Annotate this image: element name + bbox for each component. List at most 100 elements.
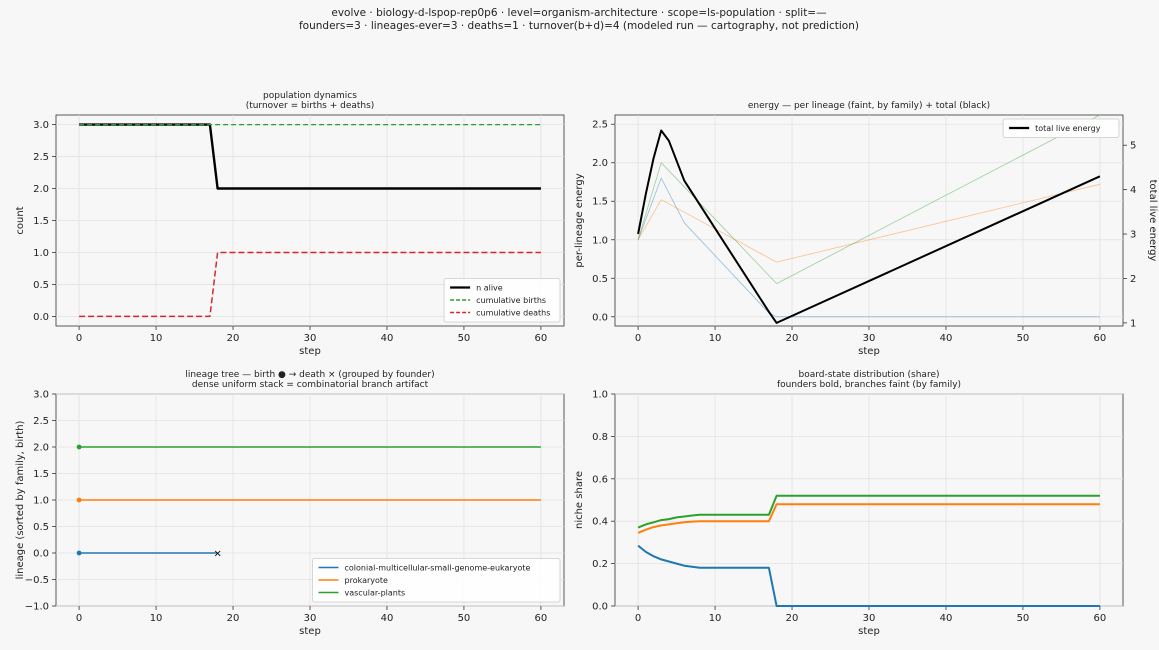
y-tick-label: 0.5: [592, 274, 608, 285]
figure-title-line-1: evolve · biology-d-lspop-rep0p6 · level=…: [331, 7, 826, 19]
death-marker-colonial-multicellular-small-genome-eukaryote: ×: [213, 549, 221, 560]
series-line-vascular-plants: [637, 494, 1100, 529]
panel-title-line-2: founders bold, branches faint (by family…: [777, 380, 961, 390]
x-tick-label: 20: [786, 333, 799, 344]
y-tick-label: 0.0: [592, 312, 608, 323]
x-tick-label: 30: [304, 613, 317, 624]
series-line-prokaryote: [637, 503, 1100, 534]
x-tick-label: 0: [76, 333, 82, 344]
panel-title-line-2: dense uniform stack = combinatorial bran…: [192, 380, 429, 390]
y-tick-label: 2.0: [592, 158, 608, 169]
y-tick-label: 0.8: [592, 432, 608, 443]
y-tick-label: 3.0: [33, 390, 49, 401]
y-tick-label: 0.0: [33, 312, 49, 323]
y-tick-label: 2.5: [592, 120, 608, 131]
birth-marker-vascular-plants: [76, 444, 82, 450]
x-axis-label: step: [858, 626, 880, 637]
x-tick-label: 50: [458, 613, 471, 624]
y-tick-label: 1.5: [33, 216, 49, 227]
energy-panel: 0 10 20 30 40 50 60 0.0 0.5 1.0 1.5 2.0 2.5 1 2 3 4 5 ener…: [574, 101, 1158, 357]
y-axis-label: niche share: [574, 471, 585, 529]
y-right-tick-label: 4: [1130, 185, 1136, 196]
y-right-axis-label: total live energy: [1147, 180, 1158, 262]
series-line-cumulative-deaths: [79, 251, 541, 318]
x-tick-label: 20: [786, 613, 799, 624]
series-line-vascular-plants: [637, 114, 1101, 285]
x-axis-label: step: [858, 346, 880, 357]
legend-box: [443, 278, 561, 323]
series-line-total-live-energy: [637, 129, 1101, 324]
population-dynamics-panel: 0 10 20 30 40 50 60 0.0 0.5 1.0 1.5 2.0 2.5 3.0 popula…: [15, 91, 565, 357]
y-tick-label: 2.5: [33, 152, 49, 163]
x-tick-label: 60: [535, 613, 548, 624]
y-tick-label: 0.2: [592, 559, 608, 570]
y-right-tick-label: 2: [1130, 274, 1136, 285]
panel-title-line-2: (turnover = births + deaths): [246, 101, 375, 111]
legend: colonial-multicellular-small-genome-euka…: [312, 558, 561, 603]
y-axis-label: lineage (sorted by family, birth): [15, 420, 26, 579]
x-tick-label: 40: [381, 333, 394, 344]
x-tick-label: 50: [458, 333, 471, 344]
x-tick-label: 10: [709, 613, 722, 624]
x-tick-label: 40: [940, 333, 953, 344]
y-tick-label: 2.0: [33, 184, 49, 195]
legend-entry-colonial-multicellular-small-genome-eukaryote: colonial-multicellular-small-genome-euka…: [345, 564, 531, 573]
y-tick-label: 0.4: [592, 517, 608, 528]
birth-marker-prokaryote: [76, 497, 82, 503]
legend-entry-vascular-plants: vascular-plants: [345, 589, 406, 598]
y-right-tick-label: 5: [1130, 141, 1136, 152]
legend-entry-total-live-energy: total live energy: [1035, 124, 1101, 133]
y-tick-label: 2.5: [33, 416, 49, 427]
birth-marker-colonial-multicellular-small-genome-eukaryote: [76, 550, 82, 556]
y-right-tick-label: 1: [1130, 318, 1136, 329]
legend: total live energy: [1002, 118, 1120, 138]
y-tick-label: 0.0: [592, 602, 608, 613]
x-tick-label: 60: [1094, 333, 1107, 344]
panel-title-line-1: lineage tree — birth ● → death × (groupe…: [185, 370, 434, 380]
x-axis-label: step: [299, 626, 321, 637]
y-axis-label: per-lineage energy: [574, 173, 585, 267]
legend-box: [1002, 118, 1120, 138]
y-tick-label: 1.5: [592, 197, 608, 208]
legend-entry-prokaryote: prokaryote: [345, 576, 389, 585]
x-tick-label: 40: [381, 613, 394, 624]
y-tick-label: 0.6: [592, 474, 608, 485]
x-tick-label: 20: [227, 613, 240, 624]
panel-title-line-1: population dynamics: [263, 91, 357, 101]
x-tick-label: 50: [1017, 613, 1030, 624]
y-tick-label: 1.0: [592, 390, 608, 401]
series-line-prokaryote: [637, 183, 1100, 263]
y-tick-label: −0.5: [25, 575, 49, 586]
x-tick-label: 0: [76, 613, 82, 624]
x-tick-label: 30: [863, 613, 876, 624]
y-tick-label: 3.0: [33, 120, 49, 131]
y-tick-label: −1.0: [25, 602, 49, 613]
x-tick-label: 60: [1094, 613, 1107, 624]
x-tick-label: 50: [1017, 333, 1030, 344]
y-tick-label: 0.5: [33, 280, 49, 291]
x-tick-label: 30: [863, 333, 876, 344]
legend-entry-cumulative-births: cumulative births: [476, 296, 546, 305]
y-tick-label: 1.0: [33, 496, 49, 507]
x-tick-label: 40: [940, 613, 953, 624]
y-tick-label: 2.0: [33, 443, 49, 454]
x-axis-label: step: [299, 346, 321, 357]
panel-title: energy — per lineage (faint, by family) …: [748, 101, 990, 111]
y-tick-label: 1.5: [33, 469, 49, 480]
x-tick-label: 30: [304, 333, 317, 344]
x-tick-label: 0: [635, 613, 641, 624]
y-tick-label: 1.0: [33, 248, 49, 259]
x-tick-label: 20: [227, 333, 240, 344]
y-tick-label: 1.0: [592, 235, 608, 246]
x-tick-label: 10: [150, 613, 163, 624]
y-tick-label: 0.0: [33, 549, 49, 560]
y-right-tick-label: 3: [1130, 230, 1136, 241]
legend: n alive cumulative births cumulative death…: [443, 278, 561, 323]
y-axis-label: count: [15, 206, 26, 234]
panel-title-line-1: board-state distribution (share): [798, 370, 939, 380]
y-tick-label: 0.5: [33, 522, 49, 533]
legend-entry-n-alive: n alive: [476, 284, 503, 293]
lineage-tree-panel: 0 10 20 30 40 50 60 −1.0 −0.5 0.0 0.5 1.0 1.5 2.0 2.5 3…: [15, 370, 565, 637]
